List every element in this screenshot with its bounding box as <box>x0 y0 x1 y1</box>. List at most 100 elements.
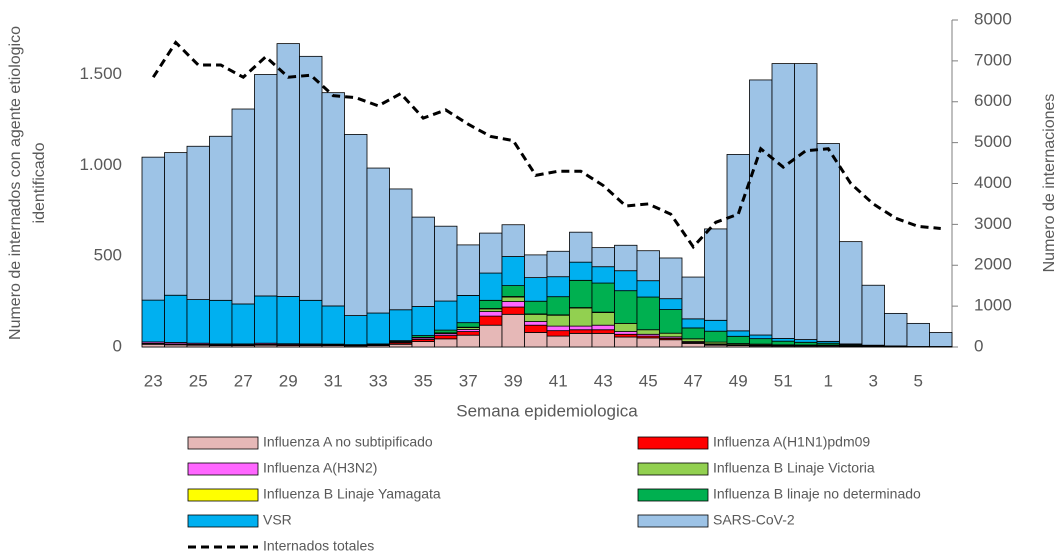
bar-segment <box>861 284 885 346</box>
bar-segment <box>659 332 683 338</box>
bar-segment <box>794 339 818 343</box>
bar-segment <box>501 296 525 302</box>
bar-segment <box>546 314 570 327</box>
legend-swatch <box>187 462 259 476</box>
bar-segment <box>276 43 300 297</box>
bar-segment <box>164 152 188 296</box>
bar-segment <box>389 188 413 311</box>
bar-segment <box>141 299 165 343</box>
bar-segment <box>141 156 165 301</box>
bar-segment <box>501 313 525 348</box>
y2-tick-label: 3000 <box>974 214 1012 233</box>
bar-segment <box>321 92 345 307</box>
bar-segment <box>614 331 638 335</box>
bar-segment <box>681 276 705 320</box>
bar-segment <box>546 330 570 337</box>
x-tick-label: 25 <box>189 371 208 390</box>
bar-segment <box>884 312 908 347</box>
bar-segment <box>771 63 795 339</box>
legend-label: Internados totales <box>263 538 374 554</box>
bar-segment <box>479 311 503 317</box>
bar-segment <box>794 63 818 340</box>
y-axis-label: identificado <box>31 142 48 223</box>
bar-segment <box>591 312 615 326</box>
legend-label: Influenza B Linaje Yamagata <box>263 486 441 502</box>
bar-segment <box>636 250 660 282</box>
bar-segment <box>591 324 615 331</box>
bar-segment <box>704 228 728 321</box>
bar-segment <box>569 279 593 308</box>
bar-segment <box>704 330 728 343</box>
bar-segment <box>276 296 300 345</box>
bar-segment <box>141 343 165 348</box>
bar-segment <box>479 324 503 348</box>
bar-segment <box>164 294 188 343</box>
x-tick-label: 41 <box>549 371 568 390</box>
bar-segment <box>569 261 593 281</box>
bar-segment <box>389 309 413 342</box>
bar-segment <box>636 329 660 335</box>
bar-segment <box>614 244 638 272</box>
bar-segment <box>524 300 548 315</box>
bar-segment <box>659 257 683 300</box>
bar-segment <box>569 325 593 331</box>
legend-swatch <box>637 436 709 450</box>
bar-segment <box>681 342 705 348</box>
y-tick-label: 500 <box>94 246 122 265</box>
bar-segment <box>411 341 435 348</box>
legend-label: Influenza A(H1N1)pdm09 <box>713 434 870 450</box>
bar-segment <box>816 143 840 342</box>
x-tick-label: 49 <box>729 371 748 390</box>
bar-segment <box>681 327 705 340</box>
legend-label: VSR <box>263 512 292 528</box>
bar-segment <box>929 332 953 347</box>
bar-segment <box>659 339 683 348</box>
bar-segment <box>501 256 525 286</box>
bar-segment <box>186 145 210 300</box>
bar-segment <box>591 332 615 348</box>
x-tick-label: 51 <box>774 371 793 390</box>
x-tick-label: 1 <box>824 371 833 390</box>
x-tick-label: 27 <box>234 371 253 390</box>
bar-segment <box>501 224 525 257</box>
bar-segment <box>479 232 503 274</box>
bar-segment <box>546 325 570 332</box>
x-tick-label: 45 <box>639 371 658 390</box>
y2-tick-label: 1000 <box>974 296 1012 315</box>
bar-segment <box>591 329 615 334</box>
legend-label: Influenza A(H3N2) <box>263 460 377 476</box>
bar-segment <box>749 79 773 336</box>
bar-segment <box>389 343 413 348</box>
bar-segment <box>614 322 638 332</box>
bar-segment <box>906 322 930 347</box>
bar-segment <box>434 225 458 302</box>
y2-tick-label: 8000 <box>974 9 1012 28</box>
x-tick-label: 29 <box>279 371 298 390</box>
bar-segment <box>681 338 705 342</box>
x-tick-label: 35 <box>414 371 433 390</box>
bar-segment <box>524 332 548 348</box>
x-tick-label: 5 <box>914 371 923 390</box>
x-tick-label: 3 <box>869 371 878 390</box>
x-axis-label: Semana epidemiologica <box>456 401 638 420</box>
bar-segment <box>636 337 660 348</box>
bar-segment <box>546 296 570 316</box>
bar-segment <box>524 277 548 302</box>
y2-tick-label: 4000 <box>974 173 1012 192</box>
bar-segment <box>366 312 390 345</box>
bar-segment <box>614 333 638 338</box>
bar-segment <box>479 272 503 301</box>
bar-segment <box>456 244 480 296</box>
bar-segment <box>726 154 750 332</box>
bar-segment <box>434 338 458 348</box>
bar-segment <box>501 301 525 308</box>
y-tick-label: 1.000 <box>79 155 122 174</box>
bar-segment <box>771 338 795 342</box>
legend-label: SARS-CoV-2 <box>713 512 795 528</box>
bar-segment <box>254 295 278 344</box>
bar-segment <box>186 299 210 344</box>
bar-segment <box>299 55 323 301</box>
bar-segment <box>501 285 525 297</box>
x-tick-label: 33 <box>369 371 388 390</box>
